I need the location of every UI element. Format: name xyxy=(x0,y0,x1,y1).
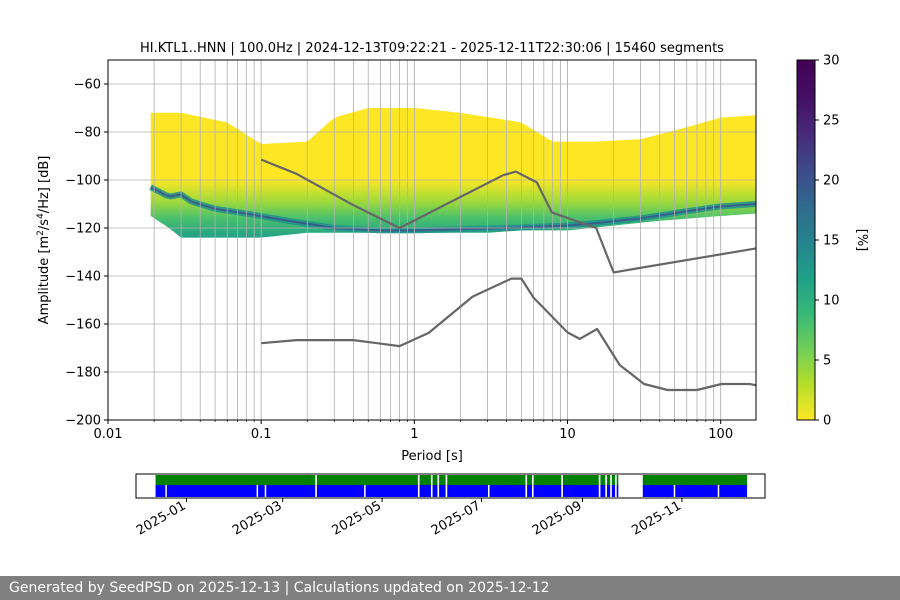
psd-density-area xyxy=(150,108,756,238)
timeline-psd-gap xyxy=(264,485,267,497)
y-tick-label: −100 xyxy=(65,174,101,189)
colorbar-tick-label: 20 xyxy=(823,174,840,189)
y-tick-label: −80 xyxy=(74,126,101,141)
x-tick-label: 100 xyxy=(708,427,733,442)
timeline-psd-gap xyxy=(256,485,259,497)
timeline-gap xyxy=(615,475,617,497)
timeline-psd-gap xyxy=(717,485,720,497)
colorbar-tick-label: 25 xyxy=(823,114,840,129)
timeline-gap xyxy=(618,475,643,497)
footer-text: Generated by SeedPSD on 2025-12-13 | Cal… xyxy=(9,580,550,596)
timeline-gap xyxy=(605,475,607,497)
y-tick-label: −160 xyxy=(65,318,101,333)
timeline-gap xyxy=(525,475,528,497)
colorbar xyxy=(796,59,816,421)
x-tick-label: 1 xyxy=(410,427,418,442)
timeline-psd-gap xyxy=(165,485,167,497)
colorbar-tick-label: 5 xyxy=(823,354,831,369)
colorbar-tick-label: 15 xyxy=(823,234,840,249)
x-axis: 0.01 0.1 1 10 100 xyxy=(94,420,733,442)
y-tick-label: −120 xyxy=(65,222,101,237)
y-tick-label: −200 xyxy=(65,414,101,429)
x-tick-label: 0.1 xyxy=(251,427,272,442)
timeline-tick-label: 2025-05 xyxy=(330,498,385,538)
colorbar-tick-label: 0 xyxy=(823,414,831,429)
timeline-psd-gap xyxy=(364,485,366,497)
y-axis: −60 −80 −100 −120 −140 −160 −180 −200 xyxy=(65,78,108,429)
timeline-tick-label: 2025-07 xyxy=(429,498,484,538)
timeline-gap xyxy=(445,475,448,497)
timeline-tick-label: 2025-01 xyxy=(134,498,189,538)
timeline-psd-gap xyxy=(673,485,676,497)
colorbar-ticks: 0 5 10 15 20 25 30 xyxy=(815,54,840,429)
timeline-gap xyxy=(598,475,601,497)
chart-title: HI.KTL1..HNN | 100.0Hz | 2024-12-13T09:2… xyxy=(140,41,724,56)
plot-frame xyxy=(107,59,757,421)
timeline-tick-label: 2025-11 xyxy=(629,498,684,538)
x-tick-label: 0.01 xyxy=(94,427,123,442)
timeline-psd-gap xyxy=(487,485,490,497)
y-axis-label: Amplitude [m2/s4/Hz] [dB] xyxy=(36,156,52,325)
x-tick-label: 10 xyxy=(559,427,576,442)
y-tick-label: −180 xyxy=(65,366,101,381)
colorbar-tick-label: 30 xyxy=(823,54,840,69)
footer-banner: Generated by SeedPSD on 2025-12-13 | Cal… xyxy=(0,576,900,600)
timeline-gap xyxy=(315,475,317,497)
psd-figure: HI.KTL1..HNN | 100.0Hz | 2024-12-13T09:2… xyxy=(36,41,869,539)
y-tick-label: −60 xyxy=(74,78,101,93)
y-tick-label: −140 xyxy=(65,270,101,285)
lower-noise-model-line xyxy=(261,277,756,392)
timeline-gap xyxy=(430,475,433,497)
colorbar-tick-label: 10 xyxy=(823,294,840,309)
timeline-gap xyxy=(561,475,563,497)
data-availability-timeline: 2025-01 2025-03 2025-05 2025-07 2025-09 2025-… xyxy=(134,473,766,539)
timeline-tick-label: 2025-09 xyxy=(530,498,585,538)
timeline-tick-label: 2025-03 xyxy=(230,498,285,538)
timeline-psd-bar xyxy=(155,485,748,497)
timeline-gap xyxy=(610,475,612,497)
colorbar-label: [%] xyxy=(854,229,869,252)
psd-mode-core xyxy=(150,186,756,232)
timeline-gap xyxy=(437,475,440,497)
upper-noise-model-line xyxy=(260,158,756,274)
grid-lines xyxy=(108,60,756,420)
timeline-data-bar xyxy=(155,475,748,485)
timeline-gap xyxy=(531,475,534,497)
timeline-gap xyxy=(417,475,420,497)
x-axis-label: Period [s] xyxy=(401,449,463,464)
